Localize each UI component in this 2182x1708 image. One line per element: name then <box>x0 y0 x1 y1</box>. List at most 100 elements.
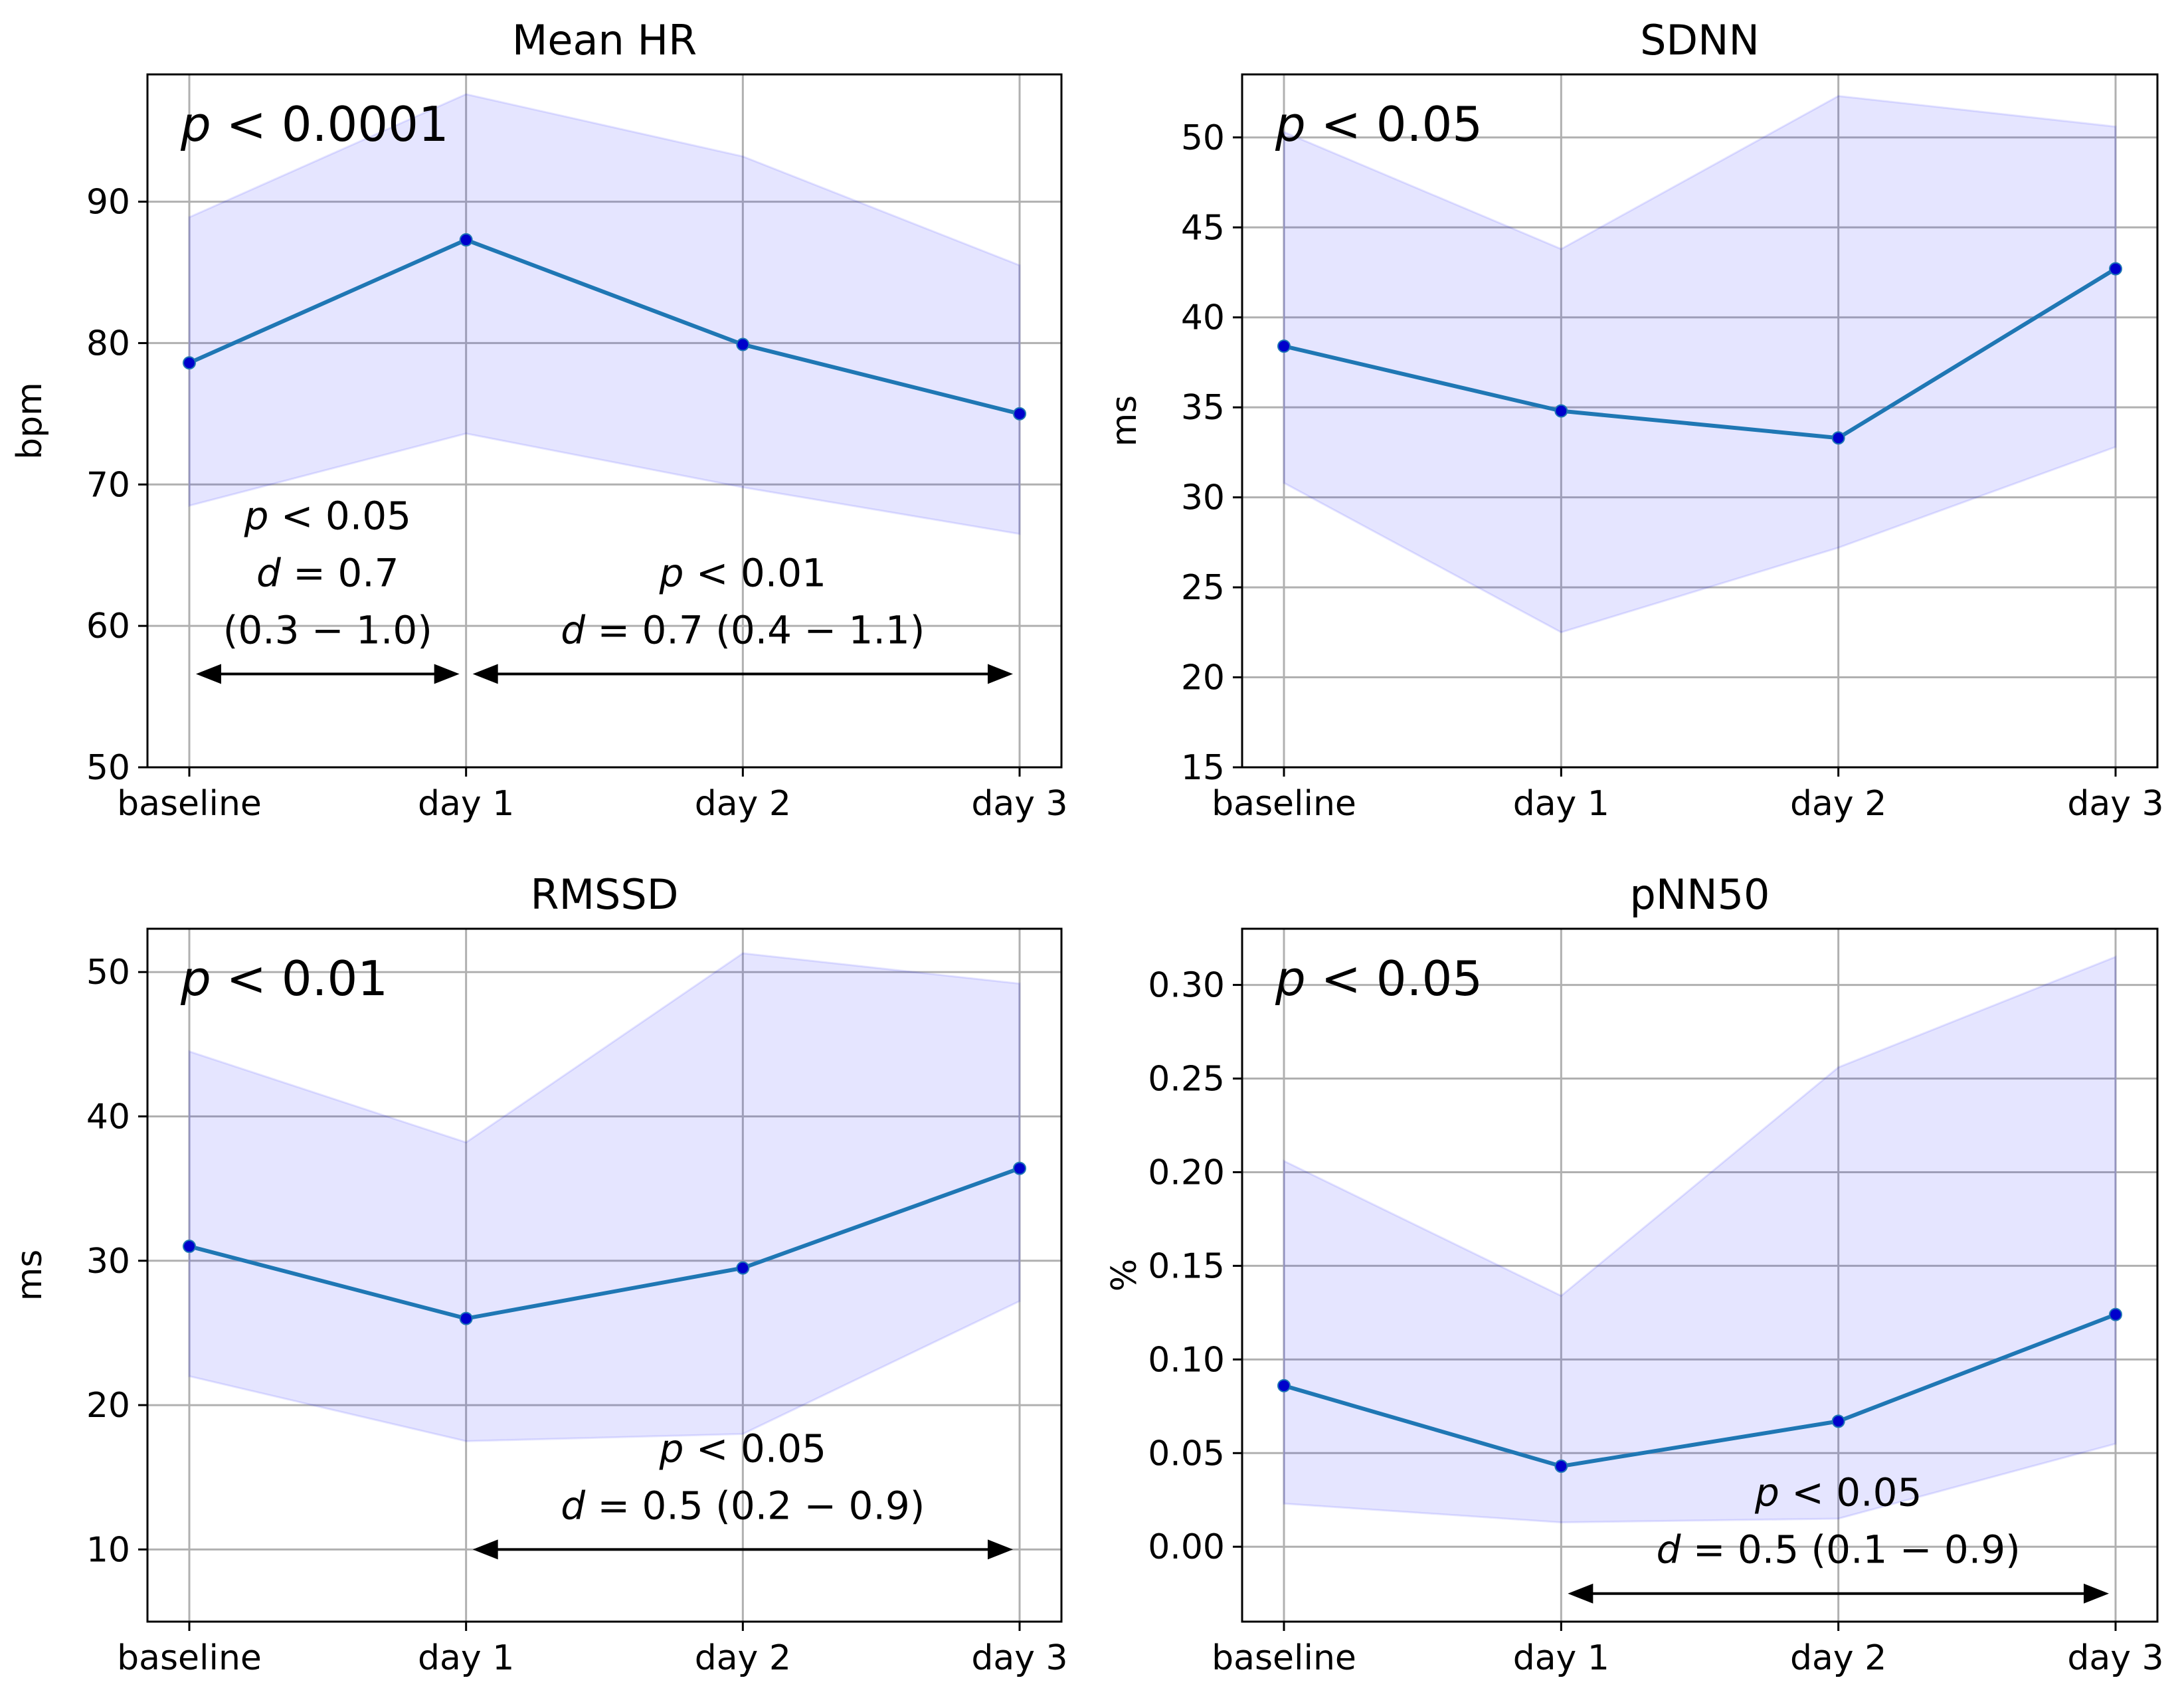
comparison-arrow-left-head <box>472 1539 498 1560</box>
main-p-value: p < 0.0001 <box>180 96 449 152</box>
main-p-value-text: < 0.05 <box>1306 96 1483 152</box>
data-point <box>2109 262 2122 276</box>
comparison-arrow-right-head <box>988 1539 1013 1560</box>
plot-frame <box>146 927 1063 1623</box>
x-tick-label: day 1 <box>1513 1638 1609 1678</box>
y-tick-label: 0.10 <box>1148 1340 1225 1380</box>
main-p-value-text: < 0.05 <box>1306 951 1483 1006</box>
comparison-stat-line: p < 0.05 <box>244 494 411 539</box>
x-tick-label: day 1 <box>418 1638 514 1678</box>
comparison-stat-line: d = 0.5 (0.1 − 0.9) <box>1657 1527 2021 1572</box>
data-point <box>183 356 196 370</box>
y-tick-label: 50 <box>86 953 130 993</box>
comparison-stat-line: p < 0.01 <box>659 551 826 596</box>
mean-series-line <box>189 1166 1021 1321</box>
sdnn-panel: baseline day 1 day 2 day 3 15 20 25 30 35 40 45 50 S… <box>1105 16 2164 824</box>
mean-series-line <box>188 238 1020 416</box>
comparison-arrow-left-head <box>1568 1583 1593 1604</box>
plot-frame <box>1241 73 2159 769</box>
comparison-stat-line-symbol: p <box>659 551 684 596</box>
y-tick-label: 60 <box>86 607 130 646</box>
data-point <box>1013 407 1026 421</box>
pnn50-panel: baseline day 1 day 2 day 3 0.00 0.05 0.10 0.15 0… <box>1105 870 2164 1678</box>
data-point <box>736 1261 750 1275</box>
confidence-band <box>188 952 1021 1442</box>
y-tick-label: 90 <box>86 183 130 223</box>
main-p-value-text: < 0.01 <box>211 951 388 1006</box>
chart-title: SDNN <box>1640 16 1760 64</box>
comparison-stat-line-symbol: p <box>244 494 269 539</box>
confidence-band <box>1283 94 2117 634</box>
comparison-stat-line-text: = 0.5 (0.2 − 0.9) <box>585 1483 925 1528</box>
comparison-arrow-right-head <box>988 664 1013 684</box>
chart-title: pNN50 <box>1629 870 1770 919</box>
plot-frame <box>146 73 1063 769</box>
data-point <box>1277 339 1291 353</box>
y-axis-label: bpm <box>10 382 50 460</box>
y-tick-label: 10 <box>86 1530 130 1570</box>
y-tick-label: 0.25 <box>1148 1060 1225 1099</box>
y-tick-label: 15 <box>1181 748 1225 788</box>
x-tick-label: day 3 <box>971 1638 1067 1678</box>
data-point <box>459 233 473 247</box>
main-p-value: p < 0.05 <box>1275 96 1483 152</box>
main-p-value-symbol: p <box>180 96 211 152</box>
comparison-stat-line-text: < 0.05 <box>268 494 411 539</box>
comparison-arrow-left-head <box>472 664 498 684</box>
data-point <box>736 337 750 351</box>
data-point <box>183 1240 196 1254</box>
x-tick-label: day 3 <box>2067 784 2163 824</box>
data-point <box>1554 404 1568 418</box>
x-tick-label: day 2 <box>695 1638 791 1678</box>
y-axis-label: ms <box>1105 395 1144 447</box>
x-tick-label: day 2 <box>695 784 791 824</box>
y-tick-label: 45 <box>1181 208 1225 248</box>
comparison-stat-line-text: = 0.7 <box>281 551 399 596</box>
comparison-arrow-right-head <box>434 664 460 684</box>
main-p-value-text: < 0.0001 <box>211 96 449 152</box>
comparison-stat-line-symbol: p <box>659 1426 684 1471</box>
comparison-stat-line-symbol: d <box>256 551 282 596</box>
x-tick-label: day 3 <box>971 784 1067 824</box>
y-tick-label: 20 <box>1181 658 1225 698</box>
comparison-stat-line-text: = 0.5 (0.1 − 0.9) <box>1681 1527 2020 1572</box>
comparison-arrow-left-head <box>196 664 221 684</box>
data-point <box>1277 1378 1291 1392</box>
mean-series-line <box>1283 267 2117 440</box>
main-p-value-symbol: p <box>1275 951 1306 1006</box>
comparison-stat-line: p < 0.05 <box>659 1426 826 1471</box>
x-tick-label: day 2 <box>1790 784 1886 824</box>
comparison-stat-line: d = 0.5 (0.2 − 0.9) <box>561 1483 925 1528</box>
y-tick-label: 30 <box>86 1242 130 1281</box>
data-point <box>459 1311 473 1325</box>
rmssd-panel: baseline day 1 day 2 day 3 10 20 30 40 50 RMSSD ms… <box>10 870 1068 1678</box>
y-tick-label: 25 <box>1181 568 1225 608</box>
x-tick-label: day 1 <box>1513 784 1609 824</box>
y-tick-label: 35 <box>1181 388 1225 428</box>
y-tick-label: 50 <box>1181 118 1225 158</box>
mean-series-line <box>1283 1312 2117 1469</box>
y-tick-label: 0.15 <box>1148 1246 1225 1286</box>
y-tick-label: 0.20 <box>1148 1153 1225 1192</box>
comparison-stat-line-text: < 0.01 <box>683 551 826 596</box>
x-tick-label: baseline <box>117 784 262 824</box>
x-tick-label: day 2 <box>1790 1638 1886 1678</box>
y-tick-label: 0.30 <box>1148 966 1225 1006</box>
y-tick-label: 40 <box>1181 298 1225 338</box>
x-tick-label: day 3 <box>2067 1638 2163 1678</box>
comparison-stat-line-text: = 0.7 (0.4 − 1.1) <box>585 608 925 653</box>
y-tick-label: 70 <box>86 465 130 505</box>
confidence-band <box>188 93 1021 535</box>
data-point <box>1831 431 1845 445</box>
comparison-stat-line: d = 0.7 (0.4 − 1.1) <box>561 608 925 653</box>
main-p-value-symbol: p <box>180 951 211 1006</box>
x-tick-label: baseline <box>1212 1638 1356 1678</box>
plot-frame <box>1241 927 2159 1623</box>
y-tick-label: 0.00 <box>1148 1527 1225 1567</box>
comparison-stat-line-symbol: d <box>561 608 586 653</box>
y-tick-label: 40 <box>86 1097 130 1137</box>
chart-title: Mean HR <box>512 16 697 64</box>
comparison-stat-line-symbol: d <box>1657 1527 1682 1572</box>
main-p-value-symbol: p <box>1275 96 1306 152</box>
